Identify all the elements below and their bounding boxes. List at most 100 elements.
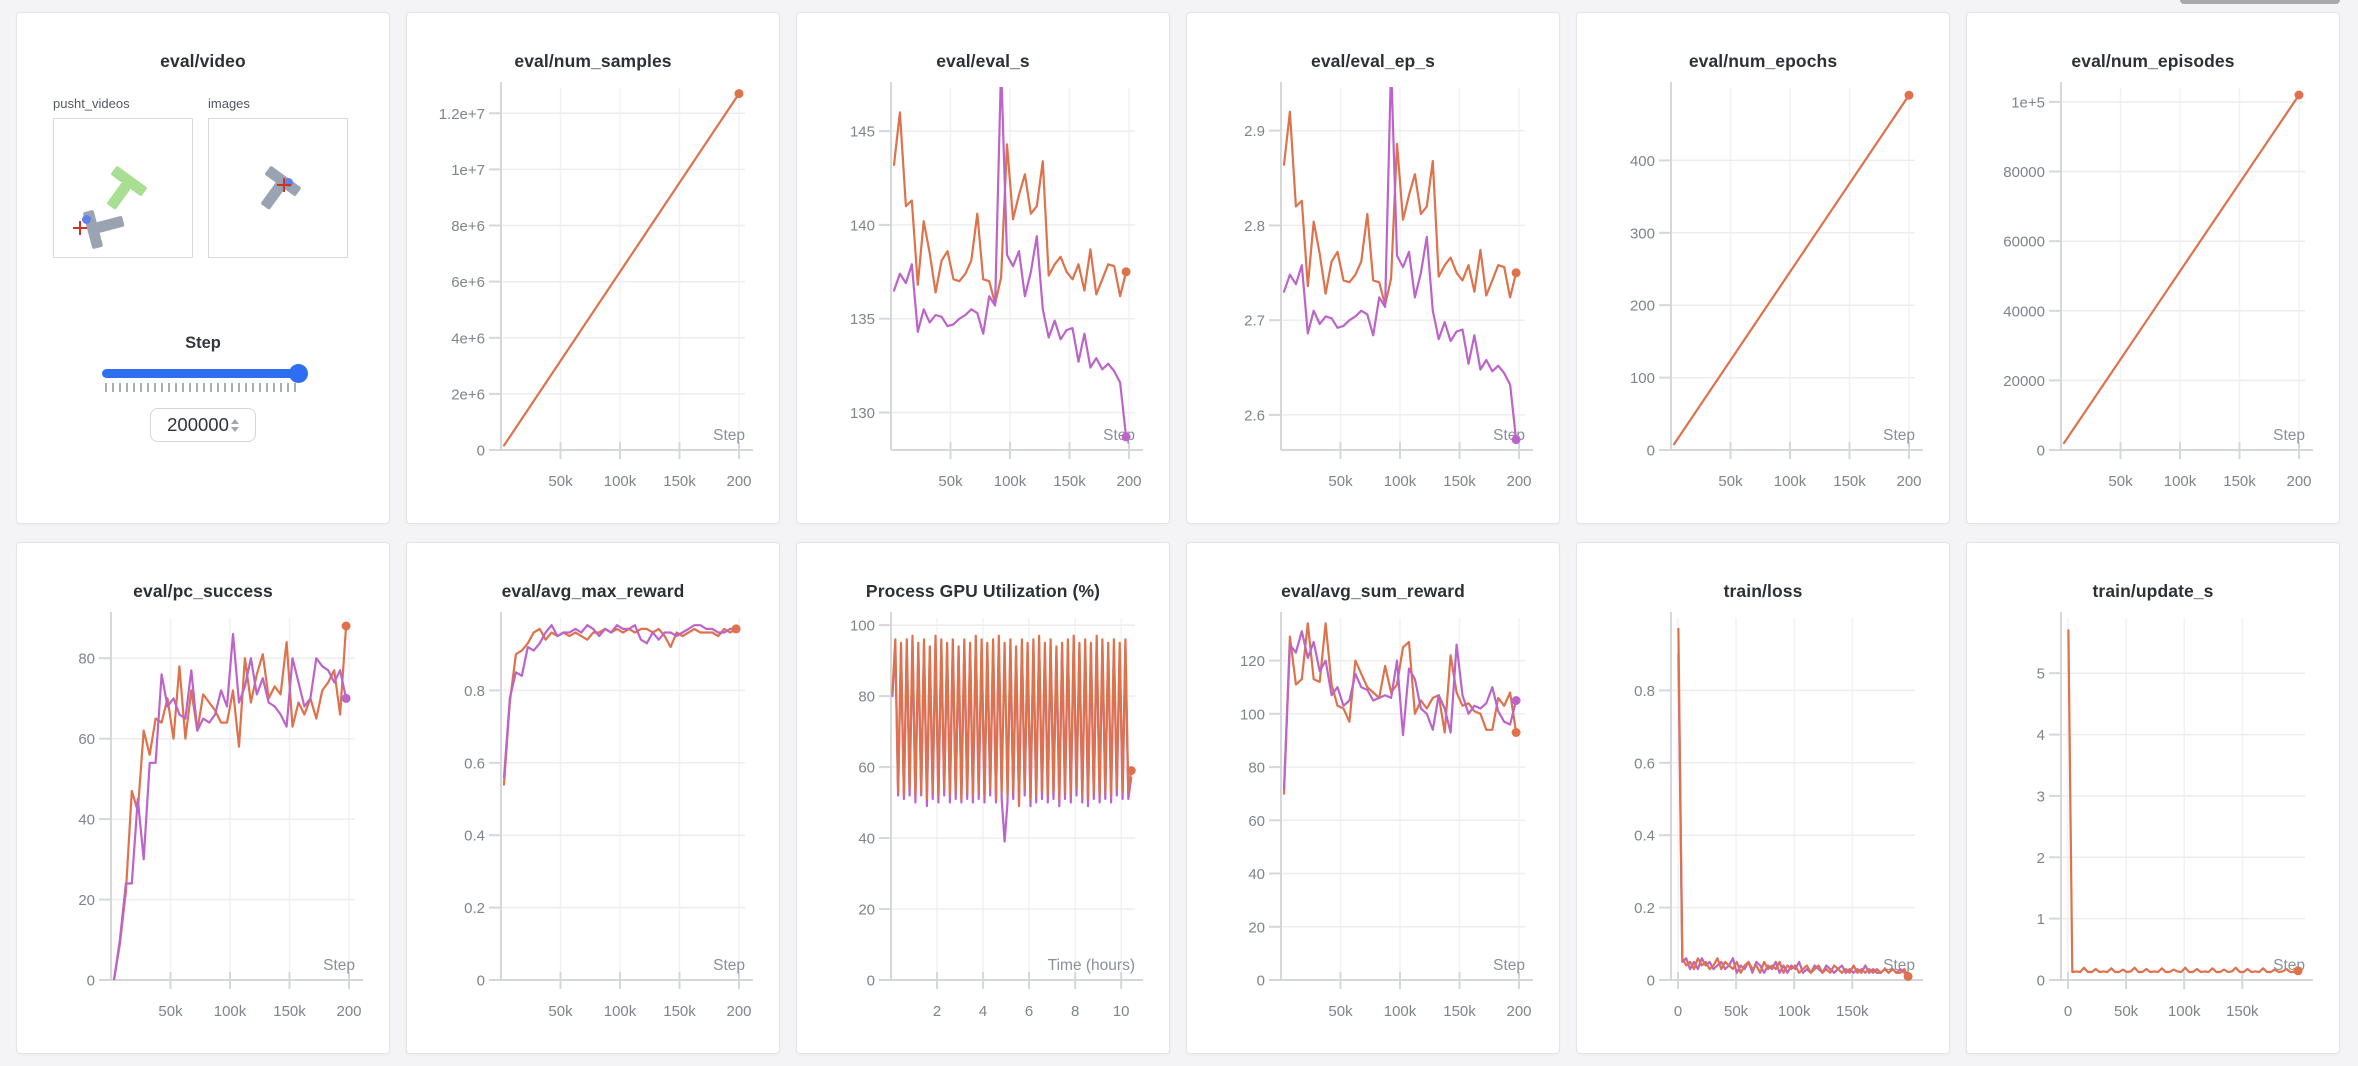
horizontal-scrollbar-thumb[interactable] — [2180, 0, 2340, 4]
svg-text:100k: 100k — [1384, 1003, 1417, 1020]
series-line-orange[interactable] — [1677, 627, 1910, 978]
chart-canvas[interactable]: 0 2e+6 4e+6 6e+6 8e+6 1e+7 1.2e+7 50k 100k 150k 20… — [415, 74, 771, 512]
series-line-purple[interactable] — [1282, 630, 1518, 790]
chart-title: Process GPU Utilization (%) — [865, 581, 1101, 601]
svg-text:80: 80 — [1248, 760, 1265, 777]
chart-title: eval/num_episodes — [2071, 51, 2235, 71]
target-cross-icon — [73, 221, 87, 235]
stepper-chevrons[interactable] — [231, 418, 239, 432]
svg-text:0.8: 0.8 — [1634, 683, 1655, 700]
svg-text:60: 60 — [78, 731, 95, 748]
series-line-orange[interactable] — [1282, 110, 1518, 307]
svg-text:80: 80 — [858, 689, 875, 706]
axis: 0 0.2 0.4 0.6 0.8 50k 100k 150k 200 Step — [464, 612, 753, 1020]
chart-canvas[interactable]: 0 20 40 60 80 100 120 50k 100k 150k 200 Step — [1195, 604, 1551, 1042]
series-line-orange[interactable] — [892, 111, 1128, 305]
chart-title: train/loss — [1723, 581, 1803, 601]
svg-text:2.9: 2.9 — [1244, 123, 1265, 140]
chart-canvas[interactable]: 0 100 200 300 400 50k 100k 150k 200 Step — [1585, 74, 1941, 512]
chart-title: eval/pc_success — [133, 581, 273, 601]
svg-text:3: 3 — [2037, 788, 2045, 805]
step-slider-block: Step — [17, 334, 389, 442]
svg-text:100k: 100k — [1778, 1003, 1811, 1020]
svg-text:100k: 100k — [604, 473, 637, 490]
step-value-input[interactable] — [167, 414, 229, 436]
series-line-purple[interactable] — [502, 624, 738, 779]
svg-text:400: 400 — [1630, 153, 1655, 170]
svg-text:Step: Step — [713, 427, 745, 444]
series-line-orange[interactable] — [1282, 622, 1518, 795]
series-end-dot-purple — [1511, 696, 1521, 705]
step-slider[interactable] — [102, 364, 308, 383]
series-line-orange[interactable] — [112, 624, 348, 980]
svg-text:50k: 50k — [2108, 473, 2133, 490]
panel-eval-avg-sum-reward: eval/avg_sum_reward 0 20 40 60 80 100 120 50k 100… — [1186, 542, 1560, 1054]
svg-text:150k: 150k — [1443, 1003, 1476, 1020]
svg-text:150k: 150k — [1443, 473, 1476, 490]
series-line-orange[interactable] — [2067, 629, 2300, 974]
image-thumbnail[interactable] — [208, 118, 348, 258]
agent-dot — [82, 215, 91, 224]
pusht-video-thumbnail[interactable] — [53, 118, 193, 258]
svg-text:200: 200 — [1630, 298, 1655, 315]
svg-text:2.6: 2.6 — [1244, 407, 1265, 424]
media-caption: pusht_videos — [53, 96, 130, 111]
svg-text:Step: Step — [1883, 427, 1915, 444]
chart-canvas[interactable]: 2.6 2.7 2.8 2.9 50k 100k 150k 200 Step — [1195, 74, 1551, 512]
media-item-pusht-videos[interactable]: pusht_videos — [53, 96, 193, 258]
chart-title: eval/avg_sum_reward — [1281, 581, 1465, 601]
series-line-orange[interactable] — [1672, 94, 1911, 446]
chart-title: eval/num_samples — [514, 51, 672, 71]
chart-title: train/update_s — [2092, 581, 2214, 601]
svg-text:80000: 80000 — [2003, 164, 2045, 181]
series-line-orange[interactable] — [891, 634, 1133, 808]
svg-text:200: 200 — [1896, 473, 1921, 490]
svg-text:200: 200 — [1116, 473, 1141, 490]
series-line-orange[interactable] — [2062, 93, 2301, 445]
series-line-orange[interactable] — [502, 92, 741, 447]
svg-text:Step: Step — [713, 957, 745, 974]
svg-text:6: 6 — [1025, 1003, 1033, 1020]
svg-text:60: 60 — [858, 760, 875, 777]
media-item-images[interactable]: images — [208, 96, 348, 258]
step-slider-ticks — [105, 383, 301, 392]
svg-text:300: 300 — [1630, 225, 1655, 242]
step-slider-handle[interactable] — [289, 364, 308, 383]
step-value-stepper[interactable] — [150, 408, 256, 442]
series-end-dot-orange — [734, 89, 744, 99]
chart-canvas[interactable]: 0 20000 40000 60000 80000 1e+5 50k 100k 150k 200 S… — [1975, 74, 2331, 512]
chart-canvas[interactable]: 0 20 40 60 80 50k 100k 150k 200 Step — [25, 604, 381, 1042]
series-line-purple[interactable] — [1677, 653, 1910, 974]
svg-text:0.6: 0.6 — [464, 755, 485, 772]
svg-text:150k: 150k — [1833, 473, 1866, 490]
svg-text:60: 60 — [1248, 813, 1265, 830]
svg-text:200: 200 — [1506, 1003, 1531, 1020]
chart-canvas[interactable]: 0 20 40 60 80 100 2 4 6 8 10 Time (hours) — [805, 604, 1161, 1042]
panel-eval-pc-success: eval/pc_success 0 20 40 60 80 50k 100k 150k 200 St… — [16, 542, 390, 1054]
panel-title: eval/video — [160, 51, 246, 71]
svg-text:20: 20 — [1248, 919, 1265, 936]
chart-canvas[interactable]: 0 0.2 0.4 0.6 0.8 50k 100k 150k 200 Step — [415, 604, 771, 1042]
chart-title: eval/eval_ep_s — [1310, 51, 1435, 71]
svg-text:100: 100 — [1240, 706, 1265, 723]
series-line-purple[interactable] — [892, 74, 1128, 438]
svg-text:200: 200 — [726, 1003, 751, 1020]
chevron-down-icon[interactable] — [231, 426, 239, 432]
series-line-purple[interactable] — [1282, 74, 1518, 441]
axis: 2.6 2.7 2.8 2.9 50k 100k 150k 200 Step — [1244, 82, 1533, 490]
series-line-orange[interactable] — [502, 627, 738, 786]
panel-eval-num-samples: eval/num_samples 0 2e+6 4e+6 6e+6 8e+6 1e+7 1.2… — [406, 12, 780, 524]
chevron-up-icon[interactable] — [231, 418, 239, 424]
panel-eval-eval-s: eval/eval_s 130 135 140 145 50k 100k 150k 200 Ste… — [796, 12, 1170, 524]
series-line-purple[interactable] — [112, 633, 348, 980]
svg-text:0: 0 — [477, 443, 485, 460]
svg-text:150k: 150k — [1053, 473, 1086, 490]
svg-text:Step: Step — [2273, 427, 2305, 444]
svg-text:8e+6: 8e+6 — [451, 218, 485, 235]
series-end-dot-orange — [1121, 267, 1131, 277]
svg-text:80: 80 — [78, 651, 95, 668]
